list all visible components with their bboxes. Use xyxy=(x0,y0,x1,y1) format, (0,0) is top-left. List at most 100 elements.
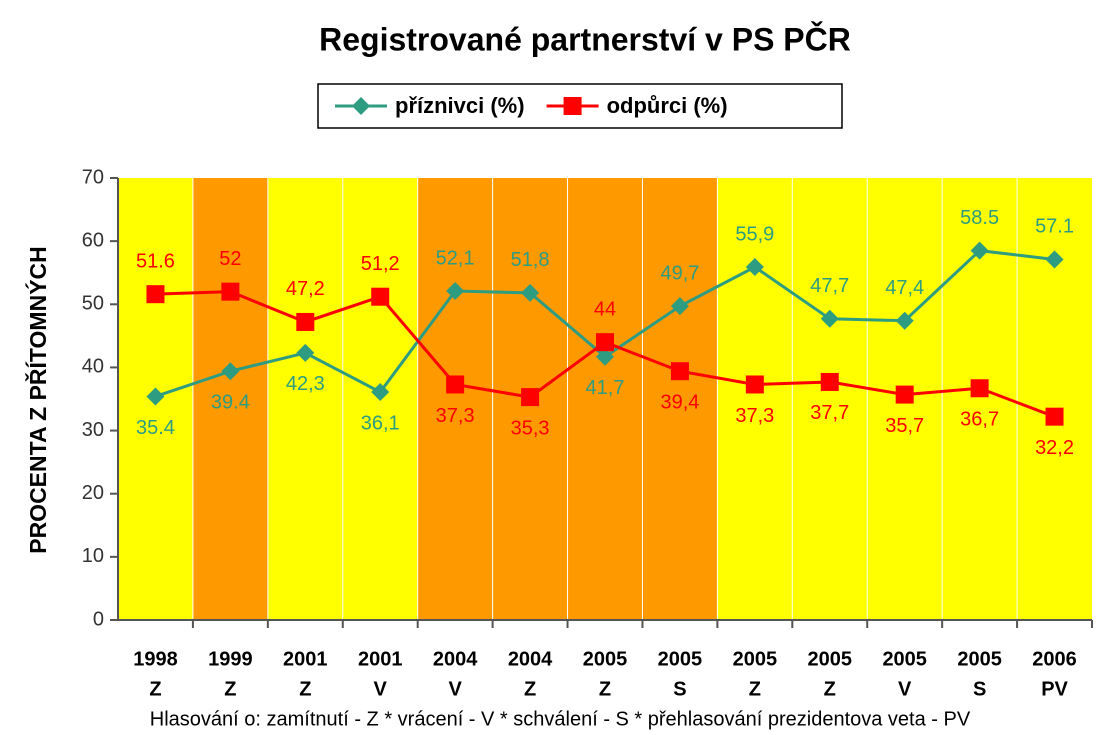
x-tick-label: 1999 xyxy=(208,648,253,670)
data-label: 39,4 xyxy=(660,391,699,413)
data-label: 35.4 xyxy=(136,417,175,439)
y-tick-label: 0 xyxy=(93,608,104,630)
point xyxy=(596,333,614,352)
y-tick-label: 40 xyxy=(82,356,104,378)
x-tick-label: 2001 xyxy=(358,648,403,670)
point xyxy=(596,347,614,366)
data-label: 55,9 xyxy=(735,223,774,245)
data-label: 57.1 xyxy=(1035,216,1074,238)
point xyxy=(895,311,914,330)
category-band xyxy=(642,178,718,620)
legend-label: odpůrci (%) xyxy=(607,93,728,118)
data-label: 36,7 xyxy=(960,409,999,431)
category-band xyxy=(792,178,868,620)
point xyxy=(820,372,839,391)
data-label: 41,7 xyxy=(586,377,625,399)
point xyxy=(895,385,914,404)
point xyxy=(970,241,989,260)
y-tick-label: 20 xyxy=(82,482,104,504)
point xyxy=(296,343,315,362)
data-label: 36,1 xyxy=(361,412,400,434)
data-label: 47,4 xyxy=(885,277,924,299)
data-label: 42,3 xyxy=(286,373,325,395)
point xyxy=(1045,407,1064,426)
data-label: 47,2 xyxy=(286,278,325,300)
category-band xyxy=(567,178,643,620)
category-band xyxy=(417,178,493,620)
x-tick-label: PV xyxy=(1041,678,1068,700)
y-tick-label: 60 xyxy=(82,229,104,251)
point xyxy=(221,362,240,381)
legend-label: příznivci (%) xyxy=(395,93,525,118)
footnote: Hlasování o: zamítnutí - Z * vrácení - V… xyxy=(150,708,971,730)
point xyxy=(146,285,165,304)
chart-title: Registrované partnerství v PS PČR xyxy=(319,21,851,57)
y-tick-label: 10 xyxy=(82,545,104,567)
point xyxy=(371,287,390,306)
data-label: 37,3 xyxy=(735,405,774,427)
x-tick-label: Z xyxy=(224,678,236,700)
x-tick-label: Z xyxy=(524,678,536,700)
category-band xyxy=(717,178,793,620)
x-tick-label: 2005 xyxy=(882,648,927,670)
point xyxy=(221,282,240,301)
x-tick-label: Z xyxy=(149,678,161,700)
point xyxy=(745,258,764,277)
point xyxy=(446,375,465,394)
data-label: 52 xyxy=(219,248,241,270)
point xyxy=(970,379,989,398)
x-tick-label: V xyxy=(898,678,912,700)
point xyxy=(371,383,390,402)
category-band xyxy=(267,178,343,620)
legend-marker xyxy=(563,97,582,115)
data-label: 37,3 xyxy=(436,405,475,427)
data-label: 58.5 xyxy=(960,207,999,229)
x-tick-label: Z xyxy=(824,678,836,700)
x-tick-label: S xyxy=(673,678,686,700)
point xyxy=(146,387,165,406)
data-label: 35,3 xyxy=(511,417,550,439)
x-tick-label: 2005 xyxy=(957,648,1002,670)
y-axis-label: PROCENTA Z PŘÍTOMNÝCH xyxy=(24,246,51,554)
point xyxy=(745,375,764,394)
data-label: 44 xyxy=(594,298,616,320)
x-tick-label: 2004 xyxy=(508,648,553,670)
data-label: 49,7 xyxy=(660,262,699,284)
y-tick-label: 70 xyxy=(82,166,104,188)
data-label: 52,1 xyxy=(436,247,475,269)
point xyxy=(670,362,689,381)
x-tick-label: 2001 xyxy=(283,648,328,670)
x-tick-label: 2005 xyxy=(583,648,628,670)
x-tick-label: Z xyxy=(599,678,611,700)
x-tick-label: 2005 xyxy=(733,648,778,670)
data-label: 35,7 xyxy=(885,415,924,437)
point xyxy=(1045,250,1064,269)
x-tick-label: Z xyxy=(749,678,761,700)
point xyxy=(670,297,689,316)
x-tick-label: 2005 xyxy=(658,648,703,670)
x-tick-label: 1998 xyxy=(133,648,178,670)
data-label: 39.4 xyxy=(211,391,250,413)
point xyxy=(820,309,839,328)
x-tick-label: Z xyxy=(299,678,311,700)
data-label: 51,8 xyxy=(511,249,550,271)
x-tick-label: S xyxy=(973,678,986,700)
point xyxy=(521,388,540,407)
category-band xyxy=(192,178,268,620)
x-tick-label: 2004 xyxy=(433,648,478,670)
x-tick-label: 2005 xyxy=(808,648,853,670)
category-band xyxy=(1017,178,1092,620)
point xyxy=(446,282,465,301)
y-tick-label: 30 xyxy=(82,419,104,441)
data-label: 32,2 xyxy=(1035,437,1074,459)
point xyxy=(521,283,540,302)
data-label: 47,7 xyxy=(810,275,849,297)
x-tick-label: V xyxy=(448,678,462,700)
data-label: 37,7 xyxy=(810,402,849,424)
legend-marker xyxy=(352,97,370,115)
x-tick-label: 2006 xyxy=(1032,648,1077,670)
data-label: 51.6 xyxy=(136,250,175,272)
point xyxy=(296,312,315,331)
x-tick-label: V xyxy=(374,678,388,700)
